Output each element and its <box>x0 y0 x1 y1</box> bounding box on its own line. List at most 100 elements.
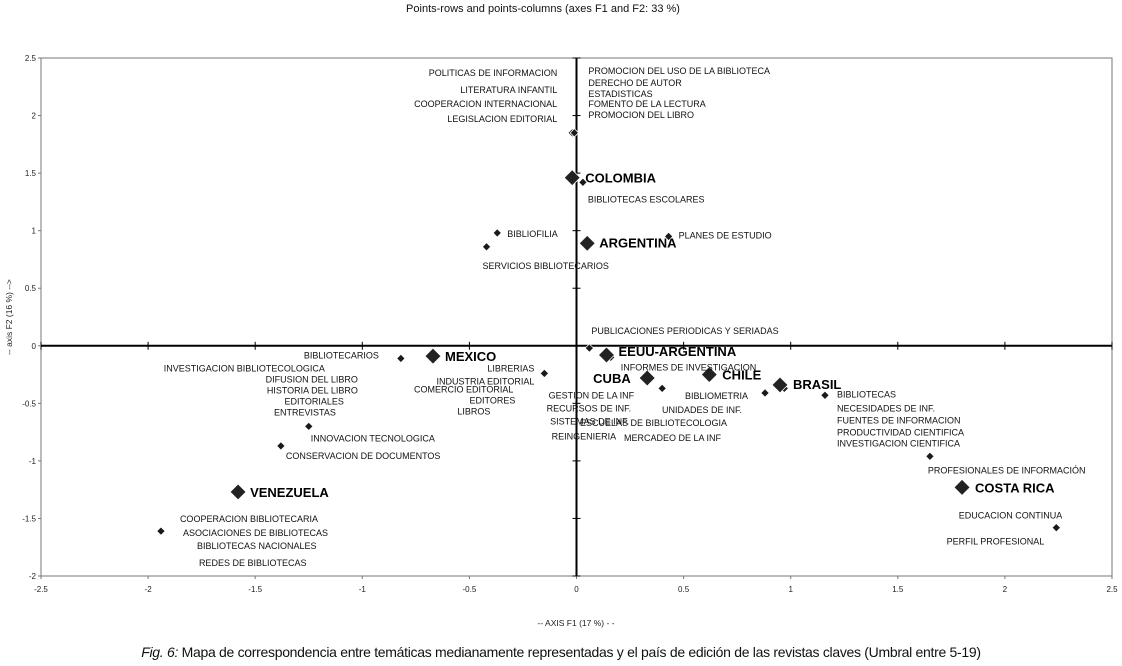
topic-label: BIBLIOTECAS <box>837 389 896 399</box>
topic-label: PLANES DE ESTUDIO <box>679 230 772 240</box>
topic-point <box>156 526 166 536</box>
topic-point <box>925 451 935 462</box>
topic-label: UNIDADES DE INF. <box>662 405 742 415</box>
y-axis-title: -- axis F2 (16 %) --> <box>4 279 14 355</box>
country-label: CHILE <box>722 368 761 383</box>
topic-label: PROFESIONALES DE INFORMACIÓN <box>928 465 1086 475</box>
x-tick-label: 0 <box>574 585 579 594</box>
country-label: BRASIL <box>793 377 841 392</box>
x-tick-label: -2 <box>145 585 153 594</box>
figure-label: Fig. 6: <box>141 644 179 660</box>
topic-point <box>657 383 667 394</box>
x-tick-label: -1.5 <box>248 585 262 594</box>
topic-label: INNOVACION TECNOLOGICA <box>311 433 435 443</box>
topic-label: COOPERACION INTERNACIONAL <box>414 99 557 109</box>
topic-label: EDUCACION CONTINUA <box>959 511 1063 521</box>
topic-label: ASOCIACIONES DE BIBLIOTECAS <box>183 528 328 538</box>
country-point <box>700 365 718 384</box>
topic-label: BIBLIOTECAS ESCOLARES <box>588 194 705 204</box>
country-point <box>424 347 442 365</box>
topic-point <box>539 368 550 379</box>
topic-label: CONSERVACION DE DOCUMENTOS <box>286 451 441 461</box>
country-label: ARGENTINA <box>599 235 677 250</box>
y-tick-label: 1.5 <box>25 169 37 178</box>
points-layer <box>156 128 1062 536</box>
country-point <box>771 376 789 394</box>
topic-point <box>760 388 770 398</box>
x-tick-label: 2.5 <box>1106 585 1118 594</box>
topic-label: COMERCIO EDITORIAL <box>414 384 513 394</box>
topic-label: DERECHO DE AUTOR <box>588 78 682 88</box>
topic-point <box>481 242 492 252</box>
country-label: COSTA RICA <box>975 480 1055 495</box>
topic-point <box>663 231 674 242</box>
topic-label: NECESIDADES DE INF. <box>837 403 935 413</box>
axes-layer <box>41 58 1112 576</box>
topic-label: HISTORIA DEL LIBRO <box>267 385 358 395</box>
topic-label: PROMOCION DEL LIBRO <box>588 110 694 120</box>
topic-label: FUENTES DE INFORMACION <box>837 415 961 425</box>
country-point <box>953 478 971 496</box>
country-point <box>597 346 616 364</box>
topic-label: GESTION DE LA INF <box>549 390 635 400</box>
topic-label: BIBLIOTECAS NACIONALES <box>197 541 317 551</box>
y-tick-label: 2 <box>32 112 37 121</box>
topic-label: FOMENTO DE LA LECTURA <box>588 99 705 109</box>
y-tick-label: 0 <box>32 342 37 351</box>
x-axis-title: -- AXIS F1 (17 %) - - <box>538 618 615 628</box>
topic-label: SERVICIOS BIBLIOTECARIOS <box>483 261 609 271</box>
topic-point <box>1051 522 1062 533</box>
topic-point <box>584 343 595 353</box>
topic-label: LIBRERIAS <box>487 363 534 373</box>
topic-point <box>396 353 406 364</box>
topic-label: PERFIL PROFESIONAL <box>947 537 1045 547</box>
y-tick-label: 2.5 <box>25 54 37 63</box>
y-tick-label: 1 <box>32 227 37 236</box>
y-tick-label: -1.5 <box>22 514 36 523</box>
y-tick-label: 0.5 <box>25 284 37 293</box>
topic-label: MERCADEO DE LA INF <box>624 433 722 443</box>
topic-label: PUBLICACIONES PERIODICAS Y SERIADAS <box>591 326 778 336</box>
x-tick-label: 1 <box>788 585 793 594</box>
topic-point <box>303 421 314 432</box>
x-tick-label: 2 <box>1003 585 1008 594</box>
country-label: MEXICO <box>445 349 496 364</box>
topic-point <box>820 390 830 401</box>
topic-label: ENTREVISTAS <box>274 407 336 417</box>
topic-label: LEGISLACION EDITORIAL <box>447 114 557 124</box>
topic-point <box>492 228 503 238</box>
x-tick-label: -1 <box>359 585 367 594</box>
topic-label: PROMOCION DEL USO DE LA BIBLIOTECA <box>588 66 770 76</box>
topic-label: COOPERACION BIBLIOTECARIA <box>180 514 318 524</box>
country-label: EEUU-ARGENTINA <box>618 344 736 359</box>
topic-label: EDITORES <box>470 395 516 405</box>
y-tick-label: -2 <box>29 572 37 581</box>
country-point <box>229 483 247 501</box>
x-tick-label: 1.5 <box>892 585 904 594</box>
figure-caption: Fig. 6: Mapa de correspondencia entre te… <box>0 644 1122 660</box>
country-point <box>578 234 596 252</box>
topic-label: POLITICAS DE INFORMACION <box>429 68 558 78</box>
y-tick-label: -0.5 <box>22 399 36 408</box>
topic-label: REINGENIERIA <box>552 431 617 441</box>
topic-label: ESCUELAS DE BIBLIOTECOLOGIA <box>580 418 727 428</box>
topic-label: SISTEMAS DE INF. <box>550 416 629 426</box>
country-label: VENEZUELA <box>250 485 329 500</box>
topic-label: DIFUSION DEL LIBRO <box>266 374 358 384</box>
topic-label: BIBLIOMETRIA <box>685 391 748 401</box>
chart-title: Points-rows and points-columns (axes F1 … <box>406 3 680 15</box>
topic-label: REDES DE BIBLIOTECAS <box>199 558 307 568</box>
figure-caption-text: Mapa de correspondencia entre temáticas … <box>178 644 981 660</box>
topic-point <box>569 128 580 138</box>
topic-label: BIBLIOFILIA <box>507 229 558 239</box>
labels-layer: POLITICAS DE INFORMACION LITERATURA INFAN… <box>164 66 1086 568</box>
topic-label: LIBROS <box>457 406 490 416</box>
y-tick-label: -1 <box>29 457 37 466</box>
topic-label: LITERATURA INFANTIL <box>460 85 557 95</box>
topic-label: RECURSOS DE INF. <box>547 403 632 413</box>
x-tick-label: -0.5 <box>463 585 477 594</box>
topic-label: EDITORIALES <box>284 396 343 406</box>
correspondence-map: Points-rows and points-columns (axes F1 … <box>4 3 1118 628</box>
x-tick-label: 0.5 <box>678 585 690 594</box>
country-point <box>563 169 581 187</box>
